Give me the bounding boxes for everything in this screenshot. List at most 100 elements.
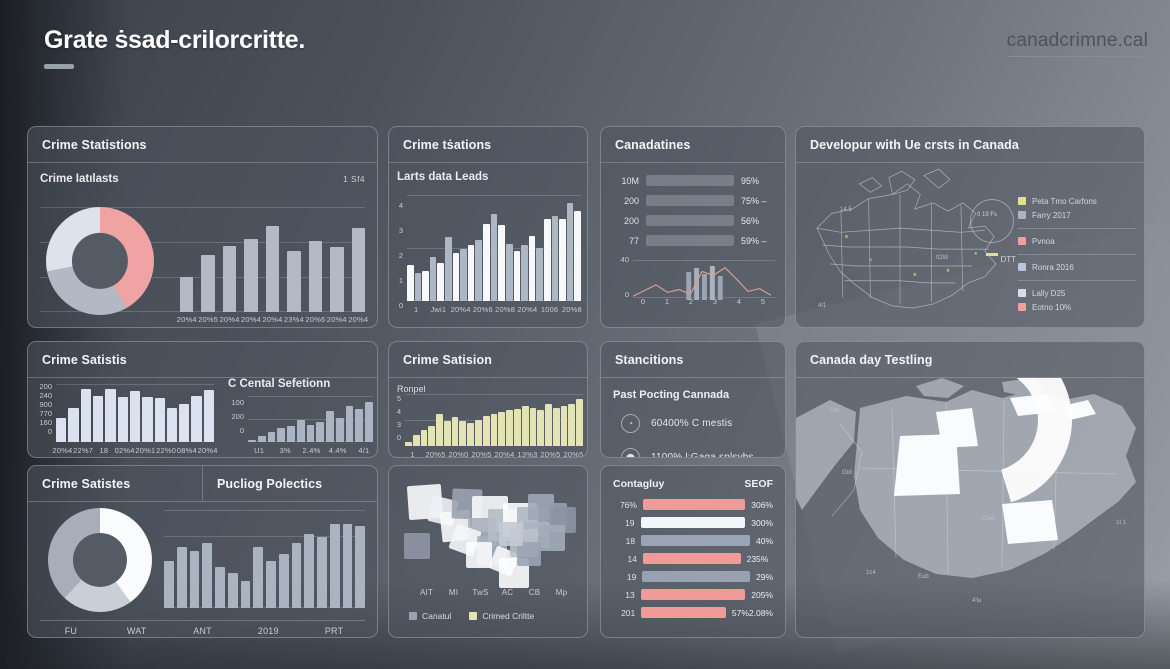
bar[interactable]	[326, 410, 334, 442]
card-contagluy[interactable]: Contagluy SEOF 76% 306% 19 300% 18 40% 14 235% 1…	[600, 465, 786, 638]
bar[interactable]	[545, 404, 552, 446]
bar[interactable]	[537, 409, 545, 446]
card-header-right[interactable]: Pucliog Polectics	[202, 466, 377, 501]
bar[interactable]	[405, 441, 412, 446]
bar[interactable]	[521, 245, 528, 301]
bar[interactable]	[329, 523, 340, 608]
card-scatter-squares[interactable]: AIT MI TwS AC CB Mp Canatul Crimed Criltte	[388, 465, 588, 638]
donut-chart[interactable]	[48, 508, 152, 612]
bar[interactable]	[287, 251, 301, 312]
rank-row[interactable]: 19 300%	[613, 517, 773, 528]
bar[interactable]	[574, 210, 582, 301]
bar[interactable]	[498, 225, 505, 301]
bar[interactable]	[287, 426, 295, 442]
rank-row[interactable]: 14 235%	[613, 553, 773, 564]
rank-bar[interactable]	[642, 499, 746, 510]
bar[interactable]	[203, 389, 215, 442]
bar[interactable]	[437, 262, 445, 301]
bar-series[interactable]	[180, 207, 365, 312]
card-header-left[interactable]: Crime Satistes	[42, 476, 131, 491]
bar-series-right[interactable]	[248, 396, 373, 442]
bar[interactable]	[475, 420, 482, 446]
scatter-plot[interactable]	[397, 474, 579, 588]
card-canada-day-testling[interactable]: Canada day Testling	[795, 341, 1145, 638]
map-legend-item[interactable]: Peta Tmo Carfons	[1018, 197, 1136, 207]
bar[interactable]	[266, 560, 276, 608]
bar[interactable]	[429, 257, 437, 301]
bar[interactable]	[475, 240, 483, 301]
bar[interactable]	[483, 224, 490, 301]
bar[interactable]	[490, 213, 498, 301]
site-brand[interactable]: canadcrimne.cal	[1006, 30, 1148, 57]
card-crime-statistions[interactable]: Crime Statistions Crime Iatılasts 1 Sf4 …	[27, 126, 378, 328]
scatter-square[interactable]	[538, 524, 565, 551]
bar[interactable]	[414, 273, 422, 301]
map-legend-item[interactable]: Lally D25	[1018, 289, 1136, 299]
bar[interactable]	[154, 397, 165, 442]
bar[interactable]	[129, 390, 141, 442]
bar[interactable]	[513, 250, 521, 301]
canada-filled-map[interactable]	[796, 378, 1144, 637]
rank-row[interactable]: 201 57%2.08%	[613, 607, 773, 618]
bar[interactable]	[552, 407, 560, 446]
bar[interactable]	[189, 551, 200, 608]
bar[interactable]	[191, 395, 202, 442]
bar[interactable]	[460, 249, 467, 301]
bar[interactable]	[296, 419, 305, 442]
bar[interactable]	[576, 399, 583, 446]
legend-item[interactable]: Crimed Criltte	[469, 611, 534, 621]
rank-bar[interactable]	[640, 589, 746, 600]
bar[interactable]	[330, 246, 344, 312]
progress-track[interactable]	[646, 215, 734, 226]
map-legend-item[interactable]: Eotno 10%	[1018, 303, 1136, 313]
bar[interactable]	[505, 244, 513, 301]
bar[interactable]	[443, 421, 451, 446]
bar[interactable]	[355, 525, 365, 608]
bar[interactable]	[180, 277, 194, 312]
bar-series[interactable]	[164, 510, 365, 608]
bar[interactable]	[451, 417, 459, 446]
card-crime-satistis[interactable]: Crime Satistis 200 240 900 770 160 0 20%4 22%7…	[27, 341, 378, 458]
progress-track[interactable]	[646, 195, 734, 206]
bar[interactable]	[142, 396, 153, 442]
progress-row[interactable]: 10M 95%	[611, 175, 775, 186]
bar[interactable]	[117, 396, 128, 442]
progress-row[interactable]: 77 59% –	[611, 235, 775, 246]
progress-list[interactable]: 10M 95% 200 75% – 200 56% 77 59% –	[611, 175, 775, 246]
map-legend-item[interactable]: Farry 2017	[1018, 211, 1136, 221]
bar[interactable]	[345, 406, 354, 442]
rank-bar[interactable]	[641, 535, 750, 546]
bar[interactable]	[498, 411, 506, 446]
map-legend-item[interactable]: Pvnoa	[1018, 237, 1136, 247]
bar[interactable]	[568, 404, 576, 446]
bar[interactable]	[304, 533, 314, 608]
scatter-square[interactable]	[404, 533, 431, 560]
progress-track[interactable]	[646, 175, 734, 186]
bar[interactable]	[164, 560, 174, 608]
bar[interactable]	[521, 406, 529, 446]
bar[interactable]	[543, 218, 551, 301]
bar[interactable]	[257, 436, 266, 442]
bar[interactable]	[445, 237, 452, 301]
bar[interactable]	[80, 388, 91, 442]
bar[interactable]	[215, 566, 225, 608]
bar[interactable]	[278, 554, 289, 608]
bar[interactable]	[92, 395, 104, 442]
bar[interactable]	[420, 430, 428, 446]
bar[interactable]	[407, 265, 414, 301]
card-crime-tsations[interactable]: Crime tṡations Larts data Leads 4 3 2 1 0 1 J…	[388, 126, 588, 328]
bar[interactable]	[335, 418, 344, 442]
bar[interactable]	[467, 422, 475, 446]
bar[interactable]	[68, 408, 79, 442]
bar[interactable]	[365, 401, 373, 442]
rank-rows[interactable]: 76% 306% 19 300% 18 40% 14 235% 19 29% 13 205% 201 57…	[613, 499, 773, 618]
bar[interactable]	[105, 388, 116, 442]
bar[interactable]	[308, 240, 323, 312]
rank-bar[interactable]	[642, 571, 750, 582]
bar-series-left[interactable]	[56, 384, 215, 442]
bar[interactable]	[277, 428, 286, 442]
bar[interactable]	[222, 245, 237, 312]
bar[interactable]	[436, 413, 443, 446]
bar[interactable]	[176, 547, 187, 608]
bar[interactable]	[428, 426, 436, 446]
